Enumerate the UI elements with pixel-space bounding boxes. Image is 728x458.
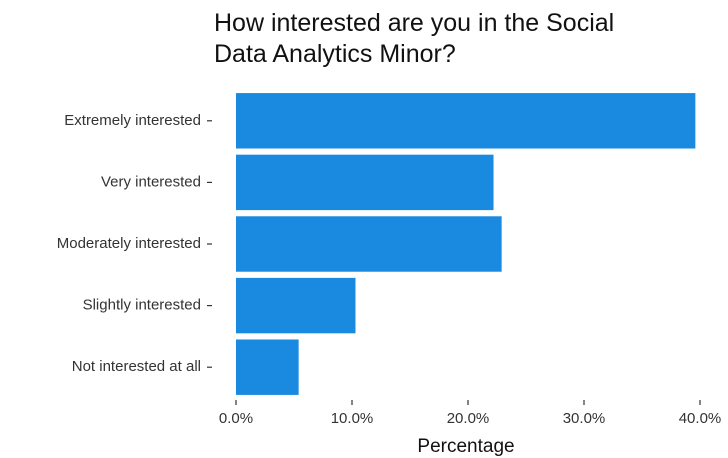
x-tick-label: 40.0% xyxy=(679,410,722,427)
y-tick-label: Not interested at all xyxy=(72,358,201,375)
bar xyxy=(236,339,299,395)
y-tick-label: Extremely interested xyxy=(64,112,201,129)
x-tick-label: 30.0% xyxy=(563,410,606,427)
bar xyxy=(236,154,494,211)
x-tick-label: 10.0% xyxy=(331,410,374,427)
y-tick-label: Moderately interested xyxy=(57,235,201,252)
y-tick-label: Very interested xyxy=(101,173,201,190)
bar xyxy=(236,277,356,334)
y-tick-label: Slightly interested xyxy=(83,297,201,314)
bar xyxy=(236,216,502,272)
x-tick-label: 20.0% xyxy=(447,410,490,427)
bar xyxy=(236,93,696,149)
x-tick-label: 0.0% xyxy=(219,410,253,427)
chart-title: How interested are you in the Social Dat… xyxy=(214,9,615,68)
x-axis-label: Percentage xyxy=(417,436,514,457)
